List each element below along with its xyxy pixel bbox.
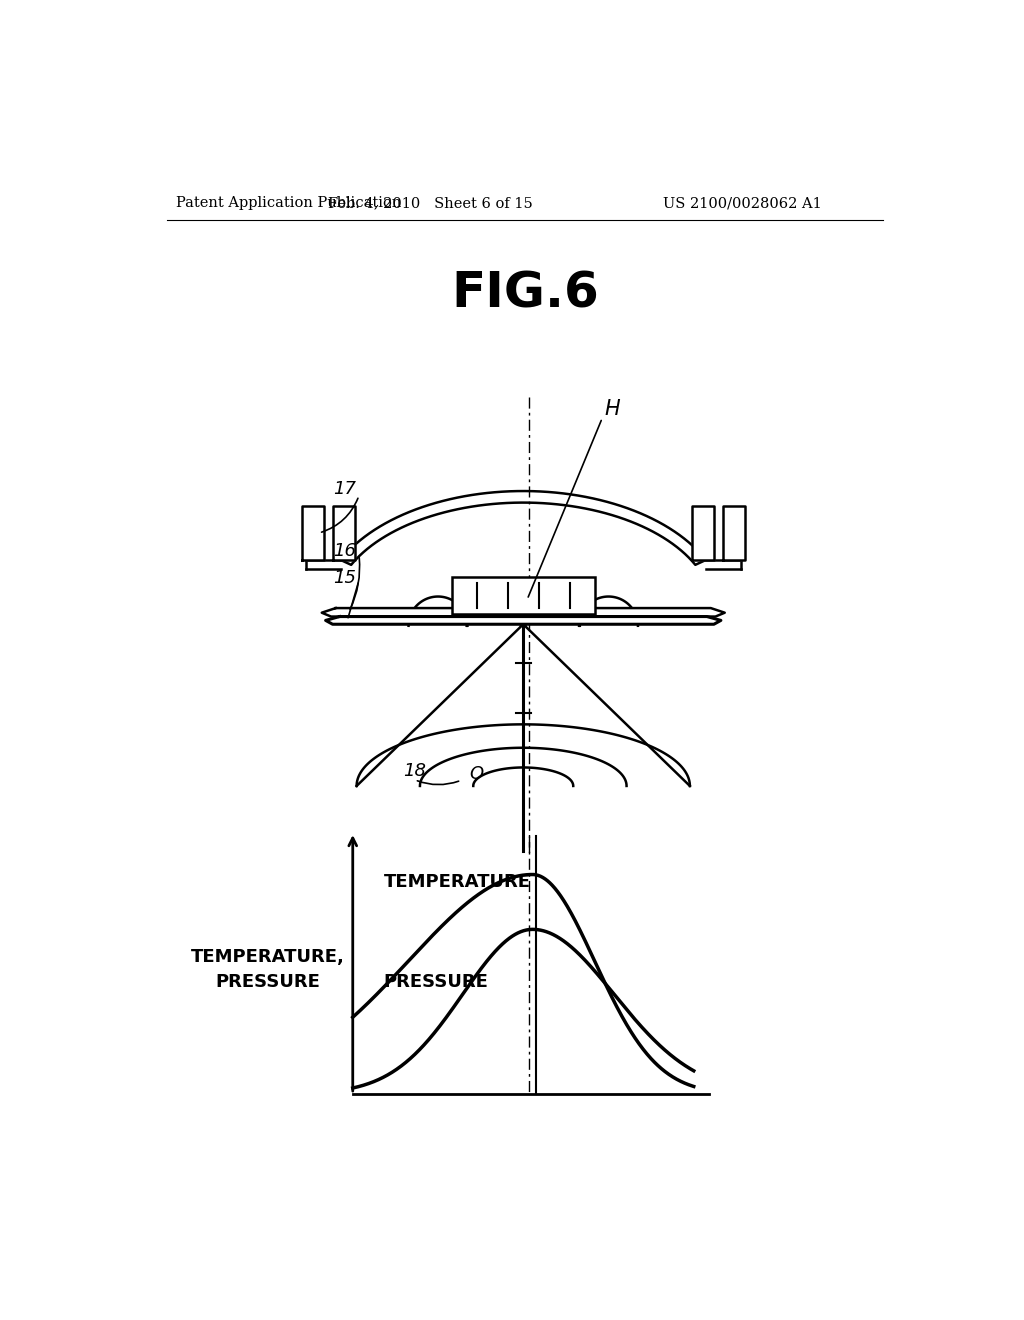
Text: 16: 16	[334, 543, 356, 560]
Polygon shape	[302, 506, 324, 560]
Text: H: H	[604, 399, 621, 418]
Text: 18: 18	[403, 762, 426, 780]
Text: O: O	[469, 766, 483, 783]
Text: PRESSURE: PRESSURE	[384, 973, 488, 991]
Text: US 2100/0028062 A1: US 2100/0028062 A1	[663, 197, 821, 210]
Text: TEMPERATURE: TEMPERATURE	[384, 874, 530, 891]
Text: 17: 17	[334, 480, 356, 499]
Polygon shape	[723, 506, 744, 560]
Text: PRESSURE: PRESSURE	[215, 973, 319, 991]
Text: Feb. 4, 2010   Sheet 6 of 15: Feb. 4, 2010 Sheet 6 of 15	[328, 197, 532, 210]
Polygon shape	[692, 506, 714, 560]
Polygon shape	[322, 609, 725, 616]
Text: Patent Application Publication: Patent Application Publication	[176, 197, 401, 210]
Text: TEMPERATURE,: TEMPERATURE,	[190, 948, 344, 966]
Text: FIG.6: FIG.6	[451, 269, 599, 317]
Polygon shape	[326, 616, 721, 624]
Text: 15: 15	[334, 569, 356, 587]
Polygon shape	[341, 491, 706, 565]
Bar	[452, 577, 595, 614]
Polygon shape	[333, 506, 354, 560]
